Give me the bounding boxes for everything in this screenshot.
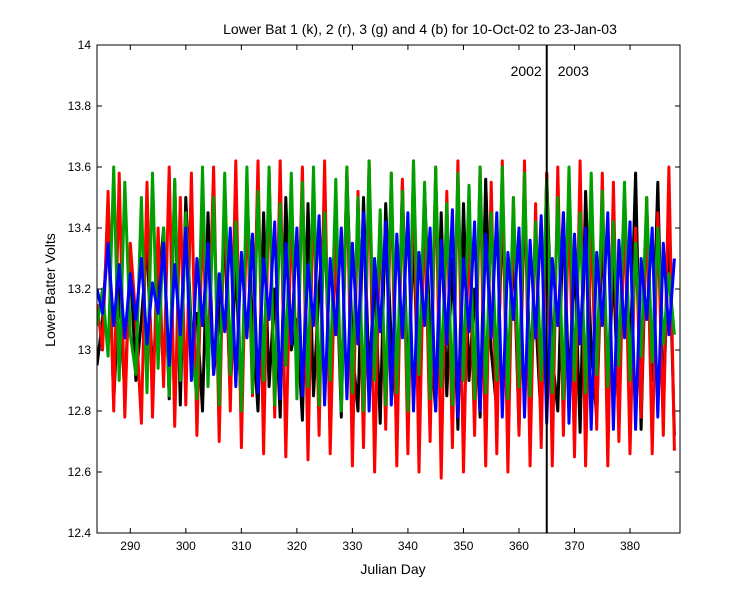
series-line-bat4-blue [97, 208, 676, 431]
y-tick-label: 14 [78, 38, 92, 52]
y-tick-label: 12.4 [68, 526, 92, 540]
y-tick-label: 13.8 [68, 99, 92, 113]
x-tick-label: 330 [342, 539, 362, 553]
x-tick-label: 380 [620, 539, 640, 553]
x-tick-label: 310 [231, 539, 251, 553]
x-tick-label: 290 [120, 539, 140, 553]
x-tick-label: 340 [398, 539, 418, 553]
x-tick-label: 360 [509, 539, 529, 553]
x-axis-label: Julian Day [360, 561, 425, 577]
y-axis: 12.4 12.6 12.8 13 13.2 13.4 13.6 13.8 14 [68, 38, 680, 540]
y-tick-label: 13.2 [68, 282, 92, 296]
x-tick-label: 370 [564, 539, 584, 553]
year-label-2003: 2003 [558, 63, 589, 79]
x-tick-label: 300 [176, 539, 196, 553]
y-tick-label: 13.6 [68, 160, 92, 174]
y-tick-label: 13.4 [68, 221, 92, 235]
chart-title: Lower Bat 1 (k), 2 (r), 3 (g) and 4 (b) … [223, 21, 617, 37]
x-axis: 290 300 310 320 330 340 350 360 370 380 [120, 45, 640, 553]
x-tick-label: 350 [453, 539, 473, 553]
y-tick-label: 12.6 [68, 465, 92, 479]
y-tick-label: 13 [78, 343, 92, 357]
y-axis-label: Lower Batter Volts [42, 233, 58, 347]
year-label-2002: 2002 [511, 63, 542, 79]
x-tick-label: 320 [287, 539, 307, 553]
y-tick-label: 12.8 [68, 404, 92, 418]
series-group [97, 159, 676, 480]
